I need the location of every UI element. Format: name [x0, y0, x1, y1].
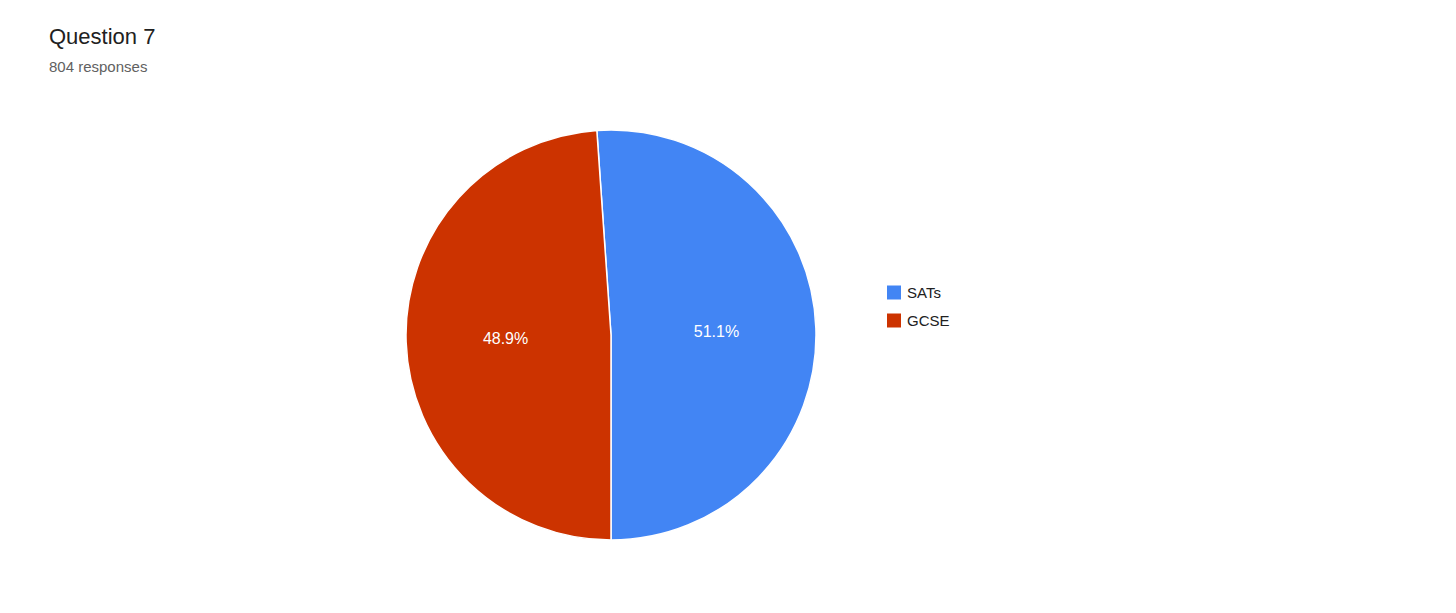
svg-text:GCSE: GCSE: [907, 312, 950, 329]
svg-text:48.9%: 48.9%: [483, 330, 528, 347]
svg-text:804 responses: 804 responses: [49, 58, 147, 75]
svg-text:51.1%: 51.1%: [694, 323, 739, 340]
svg-text:Question 7: Question 7: [49, 24, 155, 49]
svg-text:SATs: SATs: [907, 284, 941, 301]
